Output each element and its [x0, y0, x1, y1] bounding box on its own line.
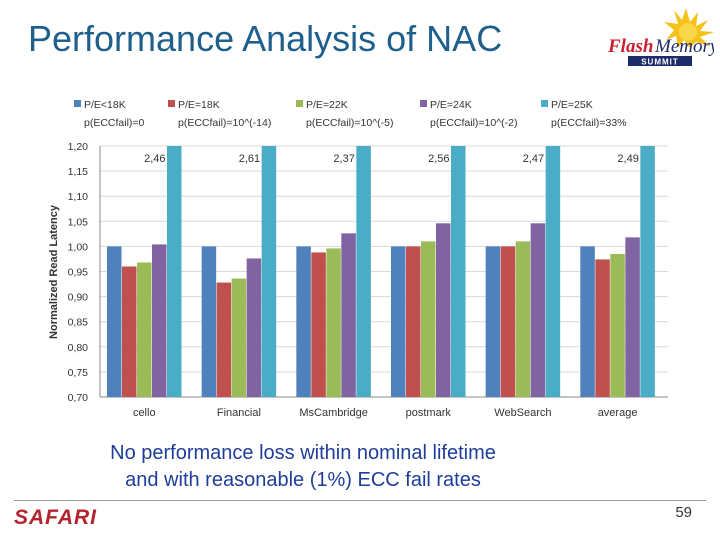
bar-value-label: 2,47 [523, 153, 544, 165]
y-tick-label: 0,70 [68, 392, 89, 404]
legend-swatch [541, 100, 548, 107]
x-axis-ticks: cello Financial MsCambridge postmark WebSear… [133, 407, 638, 419]
bar [436, 223, 451, 397]
bar [356, 146, 371, 397]
legend-label: P/E=25K [551, 99, 593, 111]
y-tick-label: 1,20 [68, 141, 89, 153]
y-tick-label: 0,75 [68, 367, 89, 379]
read-latency-bar-chart: Normalized Read Latency P/E<18K p(ECCfail… [48, 99, 668, 419]
bar-value-label: 2,56 [428, 153, 449, 165]
chart-legend: P/E<18K p(ECCfail)=0 P/E=18K p(ECCfail)=10^… [74, 99, 627, 129]
bar [107, 246, 122, 397]
legend-sublabel: p(ECCfail)=0 [84, 117, 145, 129]
bar [152, 244, 167, 397]
y-axis-ticks: 0,70 0,75 0,80 0,85 0,90 0,95 1,00 1,05 1,10 1,15… [68, 141, 89, 404]
y-axis-label: Normalized Read Latency [48, 204, 60, 339]
footer-divider [14, 500, 706, 501]
bar [530, 223, 546, 397]
bar [201, 246, 217, 397]
bar [246, 258, 262, 397]
bar-value-label: 2,49 [617, 153, 638, 165]
bar [341, 233, 356, 397]
bar [391, 246, 406, 397]
bar [231, 278, 247, 397]
y-tick-label: 1,05 [68, 216, 89, 228]
y-tick-label: 0,85 [68, 317, 89, 329]
bar [580, 246, 595, 397]
bar [451, 146, 466, 397]
legend-sublabel: p(ECCfail)=10^(-5) [306, 117, 394, 129]
bar [311, 252, 326, 397]
page-number: 59 [675, 504, 692, 521]
caption-line-1: No performance loss within nominal lifet… [110, 442, 496, 464]
bar [500, 246, 516, 397]
legend-label: P/E=24K [430, 99, 472, 111]
bar [122, 266, 137, 397]
bar [296, 246, 311, 397]
bar-value-label: 2,37 [333, 153, 354, 165]
bar [326, 248, 341, 397]
x-tick-label: cello [133, 407, 156, 419]
bar [421, 241, 436, 397]
x-tick-label: postmark [406, 407, 452, 419]
y-tick-label: 0,80 [68, 342, 89, 354]
bar [545, 146, 561, 397]
x-tick-label: average [598, 407, 638, 419]
bar [595, 259, 610, 397]
legend-swatch [168, 100, 175, 107]
y-tick-label: 1,00 [68, 241, 89, 253]
legend-sublabel: p(ECCfail)=10^(-14) [178, 117, 271, 129]
bar-value-label: 2,61 [239, 153, 260, 165]
legend-label: P/E<18K [84, 99, 126, 111]
bar-value-labels: 2,46 2,61 2,37 2,56 2,47 2,49 [144, 153, 639, 165]
bar [515, 241, 531, 397]
legend-sublabel: p(ECCfail)=33% [551, 117, 627, 129]
safari-brand: SAFARI [14, 506, 98, 529]
y-tick-label: 0,95 [68, 267, 89, 279]
bar [216, 282, 232, 397]
logo-word-summit: SUMMIT [641, 58, 679, 67]
bar [406, 246, 421, 397]
legend-swatch [296, 100, 303, 107]
x-tick-label: WebSearch [494, 407, 551, 419]
legend-swatch [420, 100, 427, 107]
caption-line-2: and with reasonable (1%) ECC fail rates [125, 469, 481, 491]
bar [261, 146, 277, 397]
logo-summit-band [628, 56, 692, 66]
logo-word-flash: Flash [607, 36, 653, 57]
logo-word-memory: Memory [654, 36, 714, 57]
bar [485, 246, 501, 397]
y-tick-label: 1,15 [68, 166, 89, 178]
chart-bars [107, 146, 655, 397]
bar [610, 253, 625, 397]
legend-swatch [74, 100, 81, 107]
bar [137, 262, 152, 397]
bar [625, 237, 640, 397]
legend-label: P/E=18K [178, 99, 220, 111]
flash-memory-summit-logo: Flash Memory SUMMIT [607, 8, 714, 67]
slide-title: Performance Analysis of NAC [28, 18, 503, 59]
bar [640, 146, 655, 397]
x-tick-label: Financial [217, 407, 261, 419]
legend-label: P/E=22K [306, 99, 348, 111]
x-tick-label: MsCambridge [299, 407, 367, 419]
bar-value-label: 2,46 [144, 153, 165, 165]
sunburst-icon [664, 8, 714, 48]
legend-sublabel: p(ECCfail)=10^(-2) [430, 117, 518, 129]
y-tick-label: 0,90 [68, 292, 89, 304]
y-tick-label: 1,10 [68, 191, 89, 203]
bar [167, 146, 182, 397]
chart-gridlines [99, 145, 668, 398]
slide-caption: No performance loss within nominal lifet… [80, 440, 526, 494]
